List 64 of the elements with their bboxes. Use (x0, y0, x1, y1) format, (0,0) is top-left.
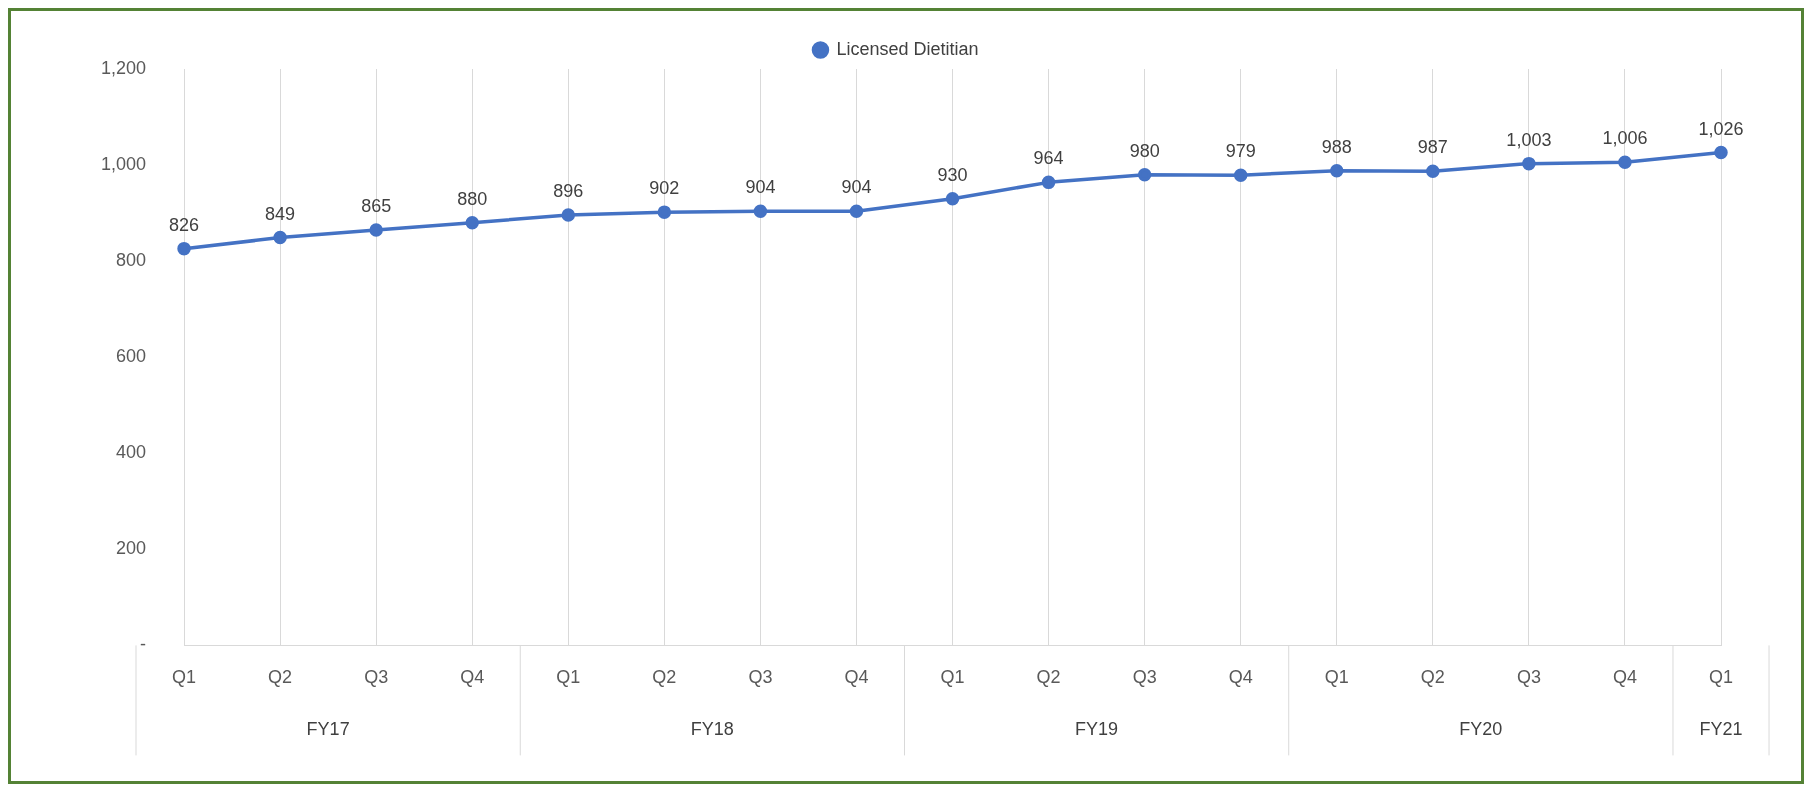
text: FY18 (690, 719, 734, 740)
data-label: 865 (361, 195, 392, 216)
text: FY19 (1075, 719, 1119, 740)
data-label: 980 (1129, 140, 1160, 161)
x-tick-label: Q1 (1324, 667, 1349, 688)
data-label: 987 (1417, 137, 1448, 158)
data-label: 1,003 (1506, 129, 1552, 150)
y-tick-label: 1,000 (101, 154, 147, 175)
point (1522, 156, 1536, 171)
x-tick-label: Q2 (1420, 667, 1445, 688)
point (1041, 175, 1056, 190)
x-tick-label: Q1 (940, 667, 965, 688)
data-label: 1,006 (1602, 128, 1648, 149)
point (561, 208, 576, 222)
point (849, 204, 864, 218)
text: FY20 (1459, 719, 1503, 740)
point (1714, 145, 1728, 160)
y-tick-label: 200 (116, 538, 147, 559)
x-tick-label: Q1 (1708, 667, 1734, 688)
x-tick-label: Q3 (1132, 667, 1157, 688)
x-tick-label: Q4 (1612, 667, 1637, 688)
legend-label: Licensed Dietitian (836, 38, 979, 59)
data-label: 1,026 (1698, 118, 1744, 139)
data-label: 904 (841, 177, 872, 198)
x-tick-label: Q3 (748, 667, 773, 688)
point (177, 241, 191, 256)
x-tick-label: Q1 (172, 667, 197, 688)
x-tick-label: Q3 (1516, 667, 1541, 688)
y-tick-label: 800 (116, 250, 147, 271)
point (945, 191, 960, 206)
text: FY17 (306, 719, 350, 740)
data-label: 988 (1321, 136, 1352, 157)
data-label: 896 (553, 180, 584, 201)
data-label: 904 (745, 177, 776, 198)
point (1233, 168, 1248, 182)
y-tick-label: 600 (116, 346, 147, 367)
point (369, 223, 383, 237)
data-label: 964 (1033, 148, 1064, 169)
x-tick-label: Q2 (268, 667, 293, 688)
data-label: 849 (265, 203, 296, 224)
point (1330, 164, 1344, 178)
point (465, 215, 479, 230)
point (1618, 155, 1632, 169)
y-tick-label: 400 (116, 442, 147, 463)
point (657, 205, 672, 219)
y-tick-label: - (140, 634, 147, 655)
x-tick-label: Q3 (364, 667, 389, 688)
y-tick-label: 1,200 (101, 57, 147, 78)
point (1137, 167, 1152, 182)
point (273, 230, 287, 245)
data-label: 826 (169, 214, 200, 235)
data-label: 979 (1225, 141, 1256, 162)
x-tick-label: Q1 (556, 667, 581, 688)
data-label: 902 (649, 178, 680, 199)
x-tick-label: Q2 (1036, 667, 1061, 688)
point (1426, 164, 1440, 179)
x-tick-label: Q2 (652, 667, 677, 688)
x-tick-label: Q4 (460, 667, 485, 688)
data-label: 930 (937, 164, 968, 185)
point (753, 204, 768, 218)
data-label: 880 (457, 188, 488, 209)
x-tick-label: Q4 (844, 667, 869, 688)
text: FY21 (1699, 719, 1743, 740)
x-tick-label: Q4 (1228, 667, 1253, 688)
